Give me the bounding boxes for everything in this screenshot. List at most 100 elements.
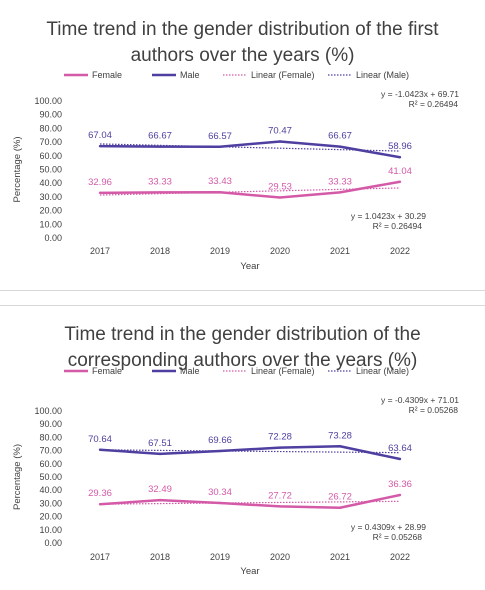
y-tick-label: 10.00 xyxy=(39,525,62,535)
x-tick-label: 2021 xyxy=(330,246,350,256)
x-tick-label: 2017 xyxy=(90,552,110,562)
data-point-female xyxy=(278,505,282,508)
x-axis-label: Year xyxy=(240,261,259,272)
trend-equation-male: y = -1.0423x + 69.71 xyxy=(381,89,459,99)
y-tick-label: 60.00 xyxy=(39,151,62,161)
y-tick-label: 70.00 xyxy=(39,137,62,147)
y-tick-label: 60.00 xyxy=(39,459,62,469)
y-tick-label: 40.00 xyxy=(39,178,62,188)
trend-equation-female: y = 1.0423x + 30.29 xyxy=(351,211,426,221)
data-label-male: 72.28 xyxy=(268,432,292,443)
data-label-female: 36.36 xyxy=(388,479,412,490)
legend-label-1: Female xyxy=(92,366,122,376)
x-tick-label: 2020 xyxy=(270,246,290,256)
data-point-female xyxy=(218,191,222,194)
y-tick-label: 90.00 xyxy=(39,110,62,120)
data-point-male xyxy=(218,145,222,148)
data-point-male xyxy=(398,457,402,461)
x-tick-label: 2020 xyxy=(270,552,290,562)
data-point-female xyxy=(398,493,402,497)
chart-title-line-2: authors over the years (%) xyxy=(131,45,355,66)
data-point-male xyxy=(338,145,342,148)
chart-first-authors: Time trend in the gender distribution of… xyxy=(12,19,459,272)
legend-label-4: Linear (Male) xyxy=(356,70,409,80)
legend-label-1: Female xyxy=(92,70,122,80)
y-tick-label: 10.00 xyxy=(39,219,62,229)
y-tick-label: 90.00 xyxy=(39,419,62,429)
data-point-male xyxy=(398,156,402,159)
x-tick-label: 2021 xyxy=(330,552,350,562)
y-tick-label: 40.00 xyxy=(39,485,62,495)
y-tick-label: 100.00 xyxy=(34,96,62,106)
data-label-female: 33.33 xyxy=(148,176,172,187)
data-point-male xyxy=(158,145,162,148)
data-label-female: 29.36 xyxy=(88,488,112,499)
trend-r2-male: R² = 0.26494 xyxy=(409,99,459,109)
y-tick-label: 30.00 xyxy=(39,192,62,202)
data-label-male: 70.64 xyxy=(88,434,112,445)
data-label-female: 33.43 xyxy=(208,176,232,187)
y-tick-label: 50.00 xyxy=(39,165,62,175)
chart-title-line-1: Time trend in the gender distribution of… xyxy=(46,19,439,40)
data-point-female xyxy=(98,503,102,506)
series-line-male xyxy=(99,445,401,461)
x-tick-label: 2019 xyxy=(210,246,230,256)
data-label-male: 58.96 xyxy=(388,141,412,152)
legend-label-3: Linear (Female) xyxy=(251,70,315,80)
y-tick-label: 30.00 xyxy=(39,498,62,508)
y-tick-label: 0.00 xyxy=(44,538,62,548)
x-tick-label: 2022 xyxy=(390,552,410,562)
series-line-female xyxy=(99,180,401,199)
data-point-female xyxy=(338,506,342,509)
x-axis-label: Year xyxy=(240,566,259,577)
data-point-female xyxy=(218,501,222,505)
data-label-male: 67.04 xyxy=(88,130,112,141)
data-point-female xyxy=(338,191,342,194)
data-point-female xyxy=(278,196,282,199)
data-point-male xyxy=(98,144,102,148)
y-tick-label: 50.00 xyxy=(39,472,62,482)
data-label-female: 32.49 xyxy=(148,484,172,495)
y-tick-label: 0.00 xyxy=(44,233,62,243)
legend-label-4: Linear (Male) xyxy=(356,366,409,376)
data-point-female xyxy=(398,180,402,183)
data-point-female xyxy=(158,191,162,194)
trend-r2-female: R² = 0.05268 xyxy=(373,532,423,542)
trendline-female xyxy=(99,187,401,196)
chart-panel-first-authors: Time trend in the gender distribution of… xyxy=(0,0,485,291)
data-point-male xyxy=(98,448,102,451)
data-label-male: 67.51 xyxy=(148,438,172,449)
trend-r2-female: R² = 0.26494 xyxy=(373,221,423,231)
data-label-female: 41.04 xyxy=(388,166,412,177)
data-label-female: 26.72 xyxy=(328,492,352,503)
legend-label-3: Linear (Female) xyxy=(251,366,315,376)
trend-equation-female: y = 0.4309x + 28.99 xyxy=(351,522,426,532)
series-line-female xyxy=(99,493,401,509)
data-label-male: 70.47 xyxy=(268,125,292,136)
trendline-female xyxy=(99,500,401,505)
data-label-male: 66.57 xyxy=(208,131,232,142)
data-label-male: 63.64 xyxy=(388,443,412,454)
x-tick-label: 2018 xyxy=(150,552,170,562)
data-point-male xyxy=(278,446,282,449)
legend-label-2: Male xyxy=(180,70,200,80)
data-label-female: 29.53 xyxy=(268,182,292,193)
y-tick-label: 70.00 xyxy=(39,446,62,456)
x-tick-label: 2018 xyxy=(150,246,170,256)
data-point-female xyxy=(98,191,102,195)
data-label-male: 66.67 xyxy=(328,131,352,142)
series-line-male xyxy=(99,140,401,159)
data-label-female: 32.96 xyxy=(88,177,112,188)
trendline-male xyxy=(99,449,401,454)
legend-label-2: Male xyxy=(180,366,200,376)
y-tick-label: 20.00 xyxy=(39,206,62,216)
data-label-male: 73.28 xyxy=(328,430,352,441)
data-point-male xyxy=(338,445,342,448)
data-label-male: 69.66 xyxy=(208,435,232,446)
x-tick-label: 2022 xyxy=(390,246,410,256)
chart-panel-corresponding-authors: Time trend in the gender distribution of… xyxy=(0,305,485,590)
data-label-female: 30.34 xyxy=(208,487,232,498)
chart-title-line-2: corresponding authors over the years (%) xyxy=(68,350,418,371)
data-label-female: 33.33 xyxy=(328,176,352,187)
x-tick-label: 2019 xyxy=(210,552,230,562)
